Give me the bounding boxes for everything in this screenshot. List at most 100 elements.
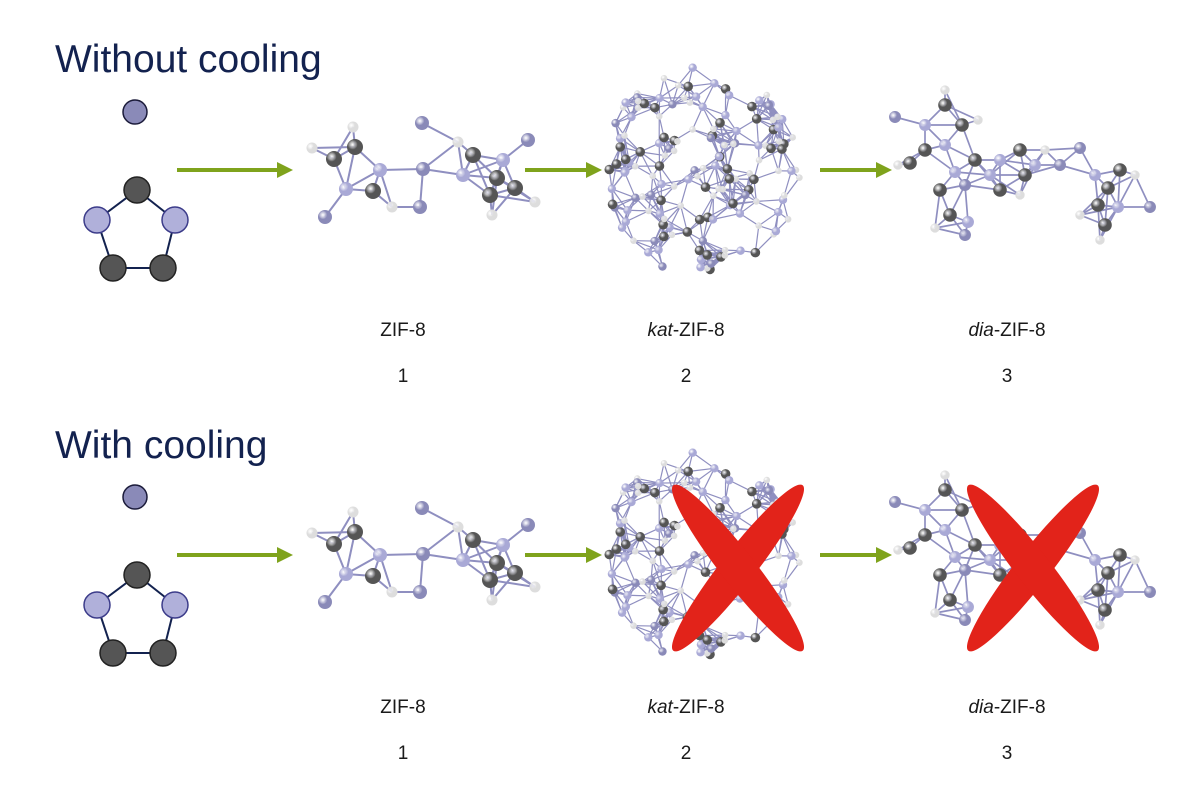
atom-hydrogen: [715, 185, 722, 193]
atom-nitrogen: [721, 110, 730, 120]
atom-carbon: [1098, 603, 1112, 617]
atom-metal: [631, 578, 640, 588]
atom-carbon: [365, 568, 381, 584]
atom-hydrogen: [1075, 210, 1085, 220]
atom-nitrogen: [620, 168, 629, 177]
red-cross-icon: [966, 484, 1100, 652]
atom-nitrogen: [621, 98, 630, 107]
atom-nitrogen: [994, 154, 1006, 166]
atom-hydrogen: [649, 172, 657, 180]
atom-hydrogen: [730, 140, 737, 148]
atom-hydrogen: [721, 631, 729, 639]
atom-nitrogen: [696, 640, 706, 649]
atom-nitrogen: [714, 152, 724, 161]
atom-carbon: [702, 635, 713, 645]
atom-hydrogen: [452, 521, 464, 533]
atom-metal: [889, 496, 901, 508]
bond: [633, 625, 659, 636]
atom-hydrogen: [893, 545, 903, 555]
atom-nitrogen: [1089, 169, 1101, 181]
atom-carbon: [365, 183, 381, 199]
atom-hydrogen: [710, 192, 717, 200]
atom-hydrogen: [655, 498, 663, 505]
atom-nitrogen: [711, 161, 720, 170]
atom-carbon: [943, 208, 957, 222]
atom-hydrogen: [686, 99, 694, 106]
atom-carbon: [465, 147, 481, 163]
atom-nitrogen: [962, 601, 974, 613]
atom-nitrogen: [724, 476, 734, 485]
atom-nitrogen: [655, 594, 664, 603]
atom-carbon: [682, 227, 693, 237]
atom-carbon: [724, 174, 735, 184]
atom-carbon: [659, 517, 669, 528]
bond: [663, 463, 673, 490]
atom-hydrogen: [621, 132, 628, 139]
zif8-structure: [306, 501, 541, 609]
atom-nitrogen: [620, 553, 629, 562]
atom-hydrogen: [674, 138, 681, 145]
bond: [611, 573, 628, 596]
red-cross-icon: [671, 484, 805, 652]
atom-nitrogen: [732, 511, 741, 521]
atom-hydrogen: [680, 94, 688, 102]
atom-carbon: [639, 483, 650, 494]
compound-number-2: 2: [680, 366, 692, 387]
atom-hydrogen: [660, 215, 668, 223]
atom-hydrogen: [753, 198, 760, 205]
atom-carbon: [620, 539, 631, 550]
atom-hydrogen: [780, 192, 788, 199]
atom-metal: [959, 229, 971, 241]
atom-carbon: [955, 503, 969, 517]
atom-carbon: [728, 198, 738, 209]
imidazolate-ring-icon: [83, 561, 189, 667]
atom-nitrogen: [623, 206, 632, 215]
atom-hydrogen: [775, 552, 782, 560]
atom-carbon: [993, 568, 1007, 582]
atom-hydrogen: [660, 600, 668, 608]
ring-carbon: [149, 254, 177, 282]
atom-carbon: [943, 593, 957, 607]
atom-hydrogen: [1095, 620, 1105, 630]
atom-carbon: [326, 536, 342, 552]
atom-nitrogen: [774, 207, 783, 217]
atom-nitrogen: [939, 139, 951, 151]
atom-metal: [611, 118, 620, 128]
atom-hydrogen: [347, 121, 359, 133]
imidazolate-ring-icon: [83, 176, 189, 282]
atom-hydrogen: [1095, 235, 1105, 245]
atom-nitrogen: [691, 477, 701, 486]
atom-hydrogen: [670, 183, 678, 190]
atom-hydrogen: [755, 222, 763, 229]
atom-hydrogen: [973, 115, 983, 125]
atom-hydrogen: [789, 519, 796, 526]
atom-metal: [1144, 586, 1156, 598]
bond: [680, 179, 689, 206]
atom-carbon: [650, 102, 660, 113]
atom-nitrogen: [962, 216, 974, 228]
atom-hydrogen: [645, 592, 652, 600]
atom-nitrogen: [623, 591, 632, 600]
atom-nitrogen: [755, 481, 764, 490]
atom-carbon: [482, 187, 498, 203]
atom-hydrogen: [694, 557, 701, 565]
bond: [713, 128, 736, 144]
atom-hydrogen: [796, 174, 803, 181]
atom-hydrogen: [699, 164, 707, 172]
atom-hydrogen: [694, 172, 701, 180]
atom-metal: [1054, 159, 1066, 171]
atom-carbon: [903, 541, 917, 555]
atom-carbon: [1013, 143, 1027, 157]
atom-nitrogen: [1112, 586, 1124, 598]
atom-carbon: [938, 483, 952, 497]
atom-nitrogen: [708, 215, 718, 224]
atom-hydrogen: [670, 568, 678, 575]
ring-carbon: [149, 639, 177, 667]
atom-nitrogen: [607, 569, 617, 579]
atom-hydrogen: [529, 196, 541, 208]
atom-nitrogen: [696, 255, 706, 264]
atom-metal: [959, 614, 971, 626]
atom-carbon: [1091, 198, 1105, 212]
atom-carbon: [615, 527, 626, 537]
bond: [989, 174, 1021, 196]
